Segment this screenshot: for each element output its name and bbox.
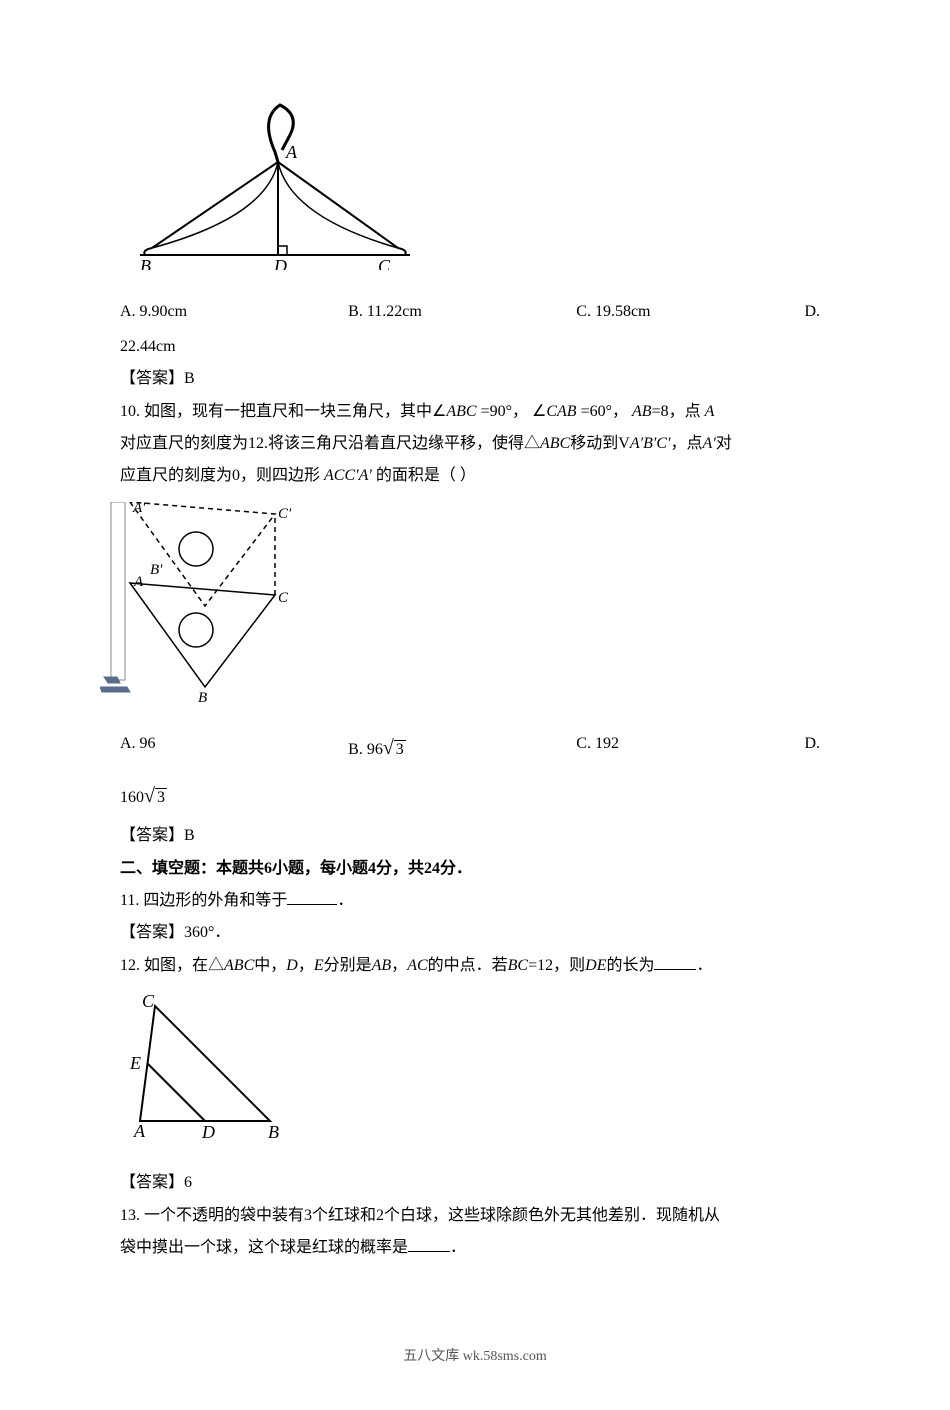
q12-mid4: =12，则 — [528, 957, 585, 974]
q10-option-d-value: 160√3 — [120, 777, 830, 815]
svg-text:A: A — [285, 142, 298, 162]
q12-prefix: 12. 如图，在△ — [120, 957, 224, 974]
q10-line2-suffix: 对 — [716, 435, 732, 452]
q9-options-row: A. 9.90cm B. 11.22cm C. 19.58cm D. — [120, 297, 830, 327]
q10-angle2-name: CAB — [546, 403, 576, 420]
q10-option-b: B. 96√3 — [348, 729, 576, 767]
q10-answer: 【答案】B — [120, 821, 830, 851]
q10-ab8-suffix: =8，点 — [652, 403, 701, 420]
svg-text:C: C — [142, 991, 155, 1011]
q10-ab: AB — [632, 403, 652, 420]
svg-text:A′: A′ — [132, 502, 146, 516]
svg-text:C′: C′ — [278, 506, 292, 522]
q10-line3-suffix: 的面积是（ ） — [376, 467, 476, 484]
q10-option-a: A. 96 — [120, 729, 348, 767]
q12-E: E — [314, 957, 324, 974]
q10-text-1-prefix: 10. 如图，现有一把直尺和一块三角尺，其中 — [120, 403, 432, 420]
q10-line2-mid: 移动到 — [570, 435, 618, 452]
q13-period: ． — [450, 1239, 466, 1256]
page-footer: 五八文库 wk.58sms.com — [120, 1344, 830, 1371]
q11-answer: 【答案】360°． — [120, 918, 830, 948]
q10-pointA: A — [705, 403, 715, 420]
q10-extra-prefix: 160 — [120, 789, 144, 806]
q12-line: 12. 如图，在△ABC中，D，E分别是AB，AC的中点．若BC=12，则DE的… — [120, 951, 830, 981]
svg-text:C: C — [278, 590, 289, 606]
q11-line: 11. 四边形的外角和等于 ． — [120, 886, 830, 916]
q9-option-a: A. 9.90cm — [120, 297, 348, 327]
q13-blank — [408, 1236, 450, 1252]
q12-blank — [654, 954, 696, 970]
q9-option-c: C. 19.58cm — [576, 297, 804, 327]
q12-D: D — [286, 957, 298, 974]
q9-option-b: B. 11.22cm — [348, 297, 576, 327]
q11-blank — [287, 889, 337, 905]
section2-heading: 二、填空题：本题共6小题，每小题4分，共24分． — [120, 854, 830, 884]
q10-A-prime: A′ — [703, 435, 716, 452]
q12-mid1: 中， — [254, 957, 286, 974]
svg-text:A: A — [133, 574, 144, 590]
svg-text:A: A — [133, 1121, 146, 1141]
svg-text:D: D — [273, 256, 287, 270]
svg-text:B: B — [198, 690, 207, 702]
q9-option-d-value: 22.44cm — [120, 332, 830, 362]
q10-options-row: A. 96 B. 96√3 C. 192 D. — [120, 729, 830, 767]
q10-figure: A B C A′ B′ C′ — [100, 502, 830, 713]
q10-abc: ABC — [540, 435, 570, 452]
svg-text:B: B — [268, 1122, 279, 1141]
q12-BC: BC — [508, 957, 528, 974]
q10-option-c: C. 192 — [576, 729, 804, 767]
q12-AB: AB — [372, 957, 392, 974]
q12-abc: ABC — [224, 957, 254, 974]
q10-eq60: =60°， — [577, 403, 628, 420]
q12-suffix: 的长为 — [606, 957, 654, 974]
q13-line2: 袋中摸出一个球，这个球是红球的概率是 ． — [120, 1233, 830, 1263]
q10-line3: 应直尺的刻度为0，则四边形 ACC′A′ 的面积是（ ） — [120, 461, 830, 491]
q12-DE: DE — [585, 957, 606, 974]
q10-tri: V — [618, 435, 630, 452]
q12-answer: 【答案】6 — [120, 1168, 830, 1198]
q9-answer: 【答案】B — [120, 364, 830, 394]
q12-AC: AC — [407, 957, 427, 974]
q10-option-b-sqrt: √3 — [383, 729, 406, 767]
q12-figure: A D B E C — [120, 991, 830, 1152]
q12-mid2: 分别是 — [324, 957, 372, 974]
q10-angle2-pre: ∠ — [532, 403, 546, 420]
svg-text:E: E — [129, 1053, 141, 1073]
q10-angle1-name: ABC — [446, 403, 476, 420]
q11-period: ． — [337, 892, 353, 909]
q13-line1: 13. 一个不透明的袋中装有3个红球和2个白球，这些球除颜色外无其他差别．现随机… — [120, 1201, 830, 1231]
q10-angle1-pre: ∠ — [432, 403, 446, 420]
q10-eq90: =90°， — [477, 403, 528, 420]
q10-line1: 10. 如图，现有一把直尺和一块三角尺，其中∠ABC =90°， ∠CAB =6… — [120, 397, 830, 427]
q10-line2-prefix: 对应直尺的刻度为12.将该三角尺沿着直尺边缘平移，使得△ — [120, 435, 540, 452]
q9-figure: A B D C — [120, 100, 830, 281]
q10-accprime: ACC′A′ — [324, 467, 372, 484]
q13-line2-prefix: 袋中摸出一个球，这个球是红球的概率是 — [120, 1239, 408, 1256]
q9-option-d: D. — [804, 297, 830, 327]
q10-line2-comma: ，点 — [671, 435, 703, 452]
svg-text:B: B — [140, 256, 151, 270]
q12-period: ． — [696, 957, 712, 974]
svg-text:D: D — [201, 1122, 215, 1141]
q12-mid3: 的中点．若 — [428, 957, 508, 974]
q10-extra-sqrt: √3 — [144, 777, 167, 815]
q10-line3-prefix: 应直尺的刻度为0，则四边形 — [120, 467, 320, 484]
svg-text:B′: B′ — [150, 562, 163, 578]
q10-option-b-prefix: B. 96 — [348, 741, 383, 758]
q11-text: 11. 四边形的外角和等于 — [120, 892, 287, 909]
q10-aprimebprimecprime: A′B′C′ — [630, 435, 671, 452]
q10-line2: 对应直尺的刻度为12.将该三角尺沿着直尺边缘平移，使得△ABC移动到VA′B′C… — [120, 429, 830, 459]
q12-comma2: ， — [391, 957, 407, 974]
q10-option-d: D. — [804, 729, 830, 767]
svg-text:C: C — [378, 256, 391, 270]
q12-comma1: ， — [298, 957, 314, 974]
